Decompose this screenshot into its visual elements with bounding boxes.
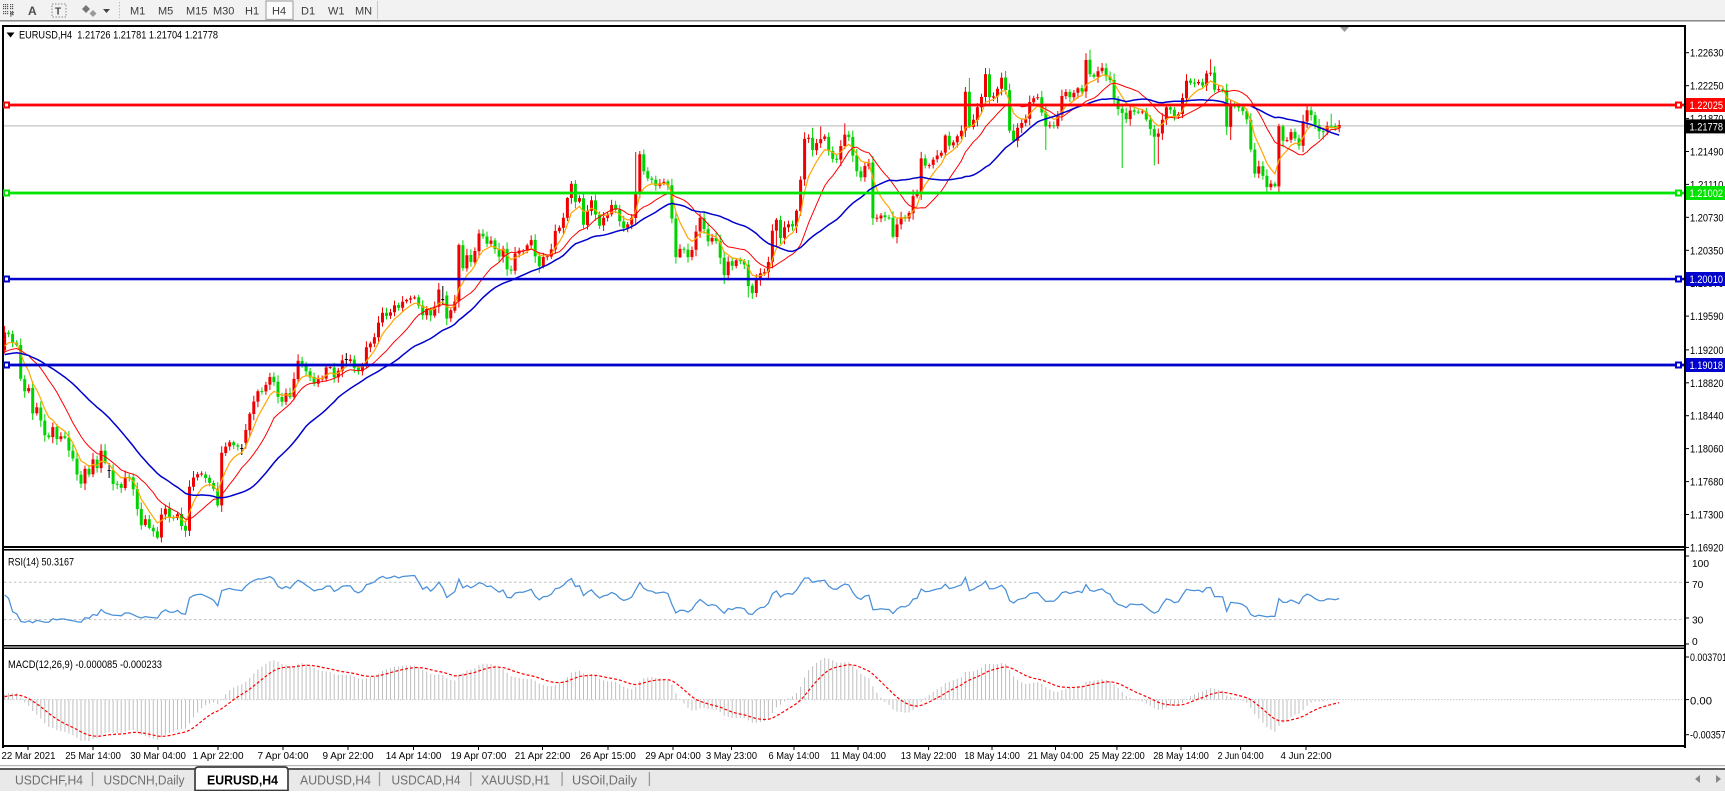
svg-text:A: A (28, 4, 37, 18)
svg-text:100: 100 (1692, 559, 1709, 570)
svg-text:1 Apr 22:00: 1 Apr 22:00 (193, 750, 244, 762)
svg-text:USDCHF,H4: USDCHF,H4 (15, 773, 83, 788)
svg-text:25 Mar 14:00: 25 Mar 14:00 (65, 750, 121, 762)
svg-text:19 Apr 07:00: 19 Apr 07:00 (451, 750, 507, 762)
svg-text:1.22025: 1.22025 (1690, 100, 1724, 112)
svg-text:3 May 23:00: 3 May 23:00 (706, 750, 757, 762)
svg-text:0: 0 (1692, 637, 1698, 648)
svg-text:22 Mar 2021: 22 Mar 2021 (2, 750, 56, 762)
svg-text:21 May 04:00: 21 May 04:00 (1028, 750, 1084, 762)
svg-text:EURUSD,H4 1.21726 1.21781 1.2: EURUSD,H4 1.21726 1.21781 1.21704 1.2177… (19, 30, 218, 42)
svg-text:1.19018: 1.19018 (1690, 360, 1724, 372)
svg-text:26 Apr 15:00: 26 Apr 15:00 (580, 750, 636, 762)
svg-text:6 May 14:00: 6 May 14:00 (769, 750, 820, 762)
svg-text:4 Jun 22:00: 4 Jun 22:00 (1281, 750, 1332, 762)
svg-text:MACD(12,26,9) -0.000085 -0.000: MACD(12,26,9) -0.000085 -0.000233 (8, 659, 162, 671)
svg-text:RSI(14) 50.3167: RSI(14) 50.3167 (8, 557, 74, 569)
svg-text:T: T (55, 7, 61, 18)
svg-text:EURUSD,H4: EURUSD,H4 (207, 773, 279, 788)
svg-text:AUDUSD,H4: AUDUSD,H4 (300, 773, 371, 788)
svg-text:1.17680: 1.17680 (1690, 477, 1724, 489)
svg-text:1.22250: 1.22250 (1690, 81, 1724, 93)
svg-text:M30: M30 (213, 6, 234, 18)
svg-text:F: F (10, 12, 14, 19)
svg-text:1.21002: 1.21002 (1690, 188, 1724, 200)
svg-text:XAUUSD,H1: XAUUSD,H1 (481, 773, 550, 788)
svg-text:1.19200: 1.19200 (1690, 345, 1724, 357)
svg-text:21 Apr 22:00: 21 Apr 22:00 (515, 750, 571, 762)
svg-text:1.20010: 1.20010 (1690, 274, 1724, 286)
svg-text:28 May 14:00: 28 May 14:00 (1153, 750, 1209, 762)
svg-text:0.003701: 0.003701 (1690, 652, 1725, 664)
svg-text:H1: H1 (245, 6, 259, 18)
svg-text:M15: M15 (186, 6, 207, 18)
svg-text:1.20350: 1.20350 (1690, 245, 1724, 257)
svg-text:1.21778: 1.21778 (1690, 122, 1724, 134)
svg-text:USDCNH,Daily: USDCNH,Daily (104, 773, 185, 788)
svg-text:1.20730: 1.20730 (1690, 212, 1724, 224)
svg-text:M1: M1 (130, 6, 145, 18)
svg-text:29 Apr 04:00: 29 Apr 04:00 (645, 750, 701, 762)
svg-text:0.00: 0.00 (1690, 696, 1712, 708)
svg-text:H4: H4 (272, 6, 286, 18)
svg-text:18 May 14:00: 18 May 14:00 (964, 750, 1020, 762)
svg-text:D1: D1 (301, 6, 315, 18)
svg-text:30 Mar 04:00: 30 Mar 04:00 (130, 750, 186, 762)
svg-text:USOil,Daily: USOil,Daily (572, 773, 637, 788)
svg-text:1.19590: 1.19590 (1690, 311, 1724, 323)
svg-text:14 Apr 14:00: 14 Apr 14:00 (386, 750, 442, 762)
svg-text:1.21490: 1.21490 (1690, 147, 1724, 159)
svg-text:30: 30 (1692, 616, 1704, 627)
svg-text:11 May 04:00: 11 May 04:00 (830, 750, 886, 762)
svg-text:7 Apr 04:00: 7 Apr 04:00 (258, 750, 309, 762)
svg-text:W1: W1 (328, 6, 345, 18)
svg-text:USDCAD,H4: USDCAD,H4 (392, 773, 461, 788)
svg-text:1.18820: 1.18820 (1690, 378, 1724, 390)
svg-text:1.18060: 1.18060 (1690, 444, 1724, 456)
svg-text:9 Apr 22:00: 9 Apr 22:00 (323, 750, 374, 762)
svg-text:1.22630: 1.22630 (1690, 48, 1724, 60)
svg-text:M5: M5 (158, 6, 173, 18)
svg-text:1.18440: 1.18440 (1690, 411, 1724, 423)
svg-text:25 May 22:00: 25 May 22:00 (1089, 750, 1145, 762)
svg-text:MN: MN (355, 6, 372, 18)
svg-text:1.17300: 1.17300 (1690, 510, 1724, 522)
svg-text:70: 70 (1692, 580, 1704, 591)
svg-text:13 May 22:00: 13 May 22:00 (901, 750, 957, 762)
svg-text:2 Jun 04:00: 2 Jun 04:00 (1218, 750, 1264, 762)
svg-text:1.16920: 1.16920 (1690, 542, 1724, 554)
